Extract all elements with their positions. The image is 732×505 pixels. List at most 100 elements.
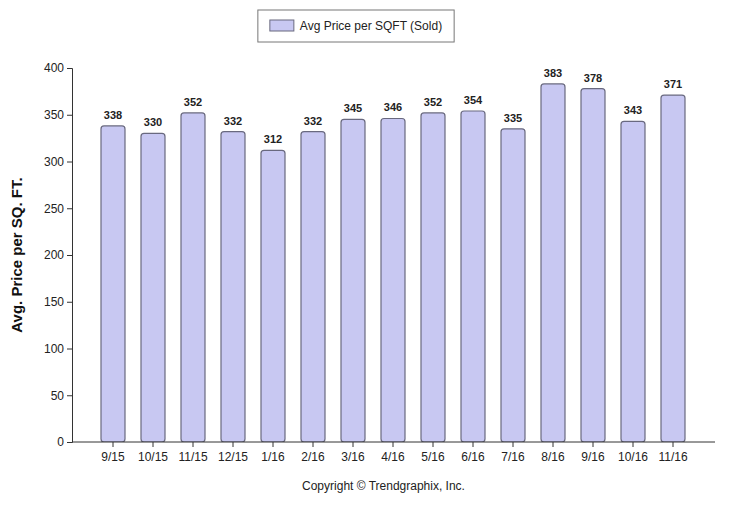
- x-tick: 12/15: [218, 442, 248, 464]
- x-tick-mark: [473, 442, 474, 447]
- data-label: 312: [264, 133, 282, 145]
- legend-box: [258, 10, 454, 42]
- x-tick-mark: [193, 442, 194, 447]
- x-tick-mark: [113, 442, 114, 447]
- y-tick-label: 0: [57, 435, 64, 449]
- y-tick-label: 200: [44, 248, 64, 262]
- x-tick-label: 11/15: [178, 450, 207, 464]
- data-label: 371: [664, 78, 682, 90]
- bar: [221, 132, 245, 442]
- y-tick: 400: [44, 61, 72, 75]
- y-tick-label: 350: [44, 108, 64, 122]
- data-label: 330: [144, 116, 162, 128]
- annotation: Copyright © Trendgraphix, Inc.: [302, 479, 465, 493]
- y-tick-label: 400: [44, 61, 64, 75]
- x-tick-label: 12/15: [218, 450, 248, 464]
- y-tick-label: 250: [44, 202, 64, 216]
- x-tick-label: 9/16: [581, 450, 605, 464]
- data-label: 332: [224, 115, 242, 127]
- x-tick-label: 6/16: [461, 450, 485, 464]
- x-tick: 9/16: [581, 442, 605, 464]
- bar: [301, 132, 325, 442]
- x-tick-label: 7/16: [501, 450, 525, 464]
- y-tick-label: 300: [44, 155, 64, 169]
- data-label: 354: [464, 94, 483, 106]
- bar: [381, 118, 405, 442]
- y-axis: 0 50 100 150 200 250 300 350 400: [44, 61, 73, 449]
- x-tick-label: 3/16: [341, 450, 365, 464]
- y-tick-label: 150: [44, 295, 64, 309]
- y-tick-label: 50: [51, 389, 65, 403]
- x-tick: 8/16: [541, 442, 565, 464]
- y-tick: 200: [44, 248, 72, 262]
- x-axis-line: [72, 442, 715, 443]
- y-tick-mark: [67, 115, 72, 116]
- bar: [621, 121, 645, 442]
- x-tick-mark: [593, 442, 594, 447]
- bar: [101, 126, 125, 442]
- bar: [541, 84, 565, 442]
- x-tick-label: 5/16: [421, 450, 445, 464]
- legend: Avg Price per SQFT (Sold): [258, 10, 454, 42]
- legend-swatch: [270, 20, 294, 31]
- x-tick-mark: [553, 442, 554, 447]
- chart: 3383303523323123323453463523543353833783…: [0, 0, 732, 505]
- x-tick: 7/16: [501, 442, 525, 464]
- y-tick-mark: [67, 349, 72, 350]
- y-tick-mark: [67, 255, 72, 256]
- data-label: 343: [624, 104, 642, 116]
- x-tick: 1/16: [261, 442, 285, 464]
- y-tick-mark: [67, 162, 72, 163]
- y-tick-mark: [67, 302, 72, 303]
- x-tick-mark: [313, 442, 314, 447]
- data-label: 332: [304, 115, 322, 127]
- x-tick: 10/16: [618, 442, 648, 464]
- x-tick: 5/16: [421, 442, 445, 464]
- data-label: 335: [504, 112, 522, 124]
- x-tick-mark: [273, 442, 274, 447]
- y-tick: 350: [44, 108, 72, 122]
- x-tick-mark: [233, 442, 234, 447]
- x-tick: 11/15: [178, 442, 207, 464]
- x-tick: 10/15: [138, 442, 168, 464]
- y-tick-mark: [67, 68, 72, 69]
- y-tick: 150: [44, 295, 72, 309]
- x-tick-mark: [673, 442, 674, 447]
- bar: [181, 113, 205, 442]
- x-axis: 9/1510/1511/1512/151/162/163/164/165/166…: [72, 442, 715, 464]
- bar: [261, 150, 285, 442]
- x-tick-label: 11/16: [658, 450, 687, 464]
- legend-label: Avg Price per SQFT (Sold): [300, 19, 442, 33]
- y-axis-line: [67, 69, 73, 443]
- data-label: 345: [344, 102, 362, 114]
- bar: [141, 133, 165, 442]
- y-tick-label: 100: [44, 342, 64, 356]
- bar: [501, 129, 525, 442]
- x-tick: 2/16: [301, 442, 325, 464]
- bar: [581, 89, 605, 442]
- data-label: 352: [184, 96, 202, 108]
- x-tick-label: 1/16: [261, 450, 285, 464]
- x-tick: 3/16: [341, 442, 365, 464]
- y-tick: 50: [51, 389, 72, 403]
- y-tick-mark: [67, 395, 72, 396]
- y-tick: 100: [44, 342, 72, 356]
- x-tick-label: 10/16: [618, 450, 648, 464]
- x-tick: 9/15: [101, 442, 125, 464]
- bars: [101, 84, 685, 442]
- data-label: 383: [544, 67, 562, 79]
- x-tick-mark: [633, 442, 634, 447]
- data-labels: 3383303523323123323453463523543353833783…: [104, 67, 682, 145]
- x-tick-mark: [393, 442, 394, 447]
- x-tick: 11/16: [658, 442, 687, 464]
- data-label: 378: [584, 72, 602, 84]
- bar: [341, 119, 365, 442]
- x-tick-mark: [153, 442, 154, 447]
- y-tick-mark: [67, 208, 72, 209]
- y-axis-title: Avg. Price per SQ. FT.: [8, 177, 25, 332]
- x-tick-label: 2/16: [301, 450, 325, 464]
- bar: [461, 111, 485, 442]
- x-tick-label: 8/16: [541, 450, 565, 464]
- y-tick: 250: [44, 202, 72, 216]
- y-tick: 300: [44, 155, 72, 169]
